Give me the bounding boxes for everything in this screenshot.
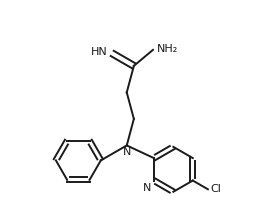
Text: N: N	[143, 183, 151, 193]
Text: HN: HN	[91, 47, 107, 57]
Text: Cl: Cl	[210, 184, 221, 194]
Text: N: N	[123, 147, 131, 157]
Text: NH₂: NH₂	[157, 44, 178, 54]
